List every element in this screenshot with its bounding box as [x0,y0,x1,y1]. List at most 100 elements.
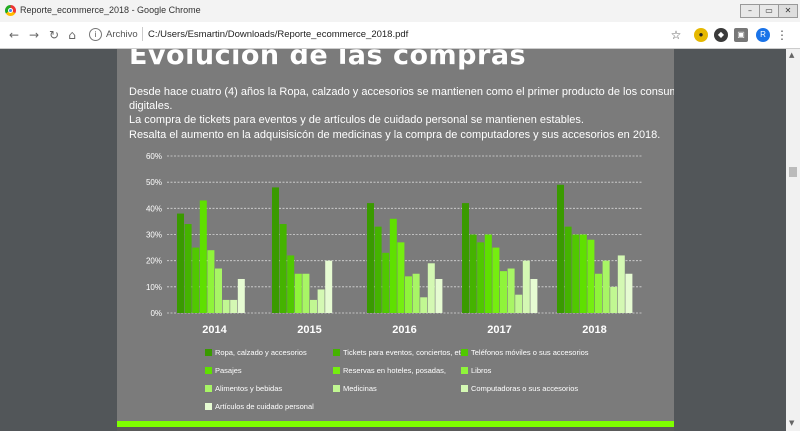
extension-icon[interactable]: ● [694,28,708,42]
y-tick-label: 20% [146,257,162,266]
bar [420,297,428,313]
bar [492,247,500,313]
paragraph-line: La compra de tickets para eventos y de a… [129,114,584,126]
legend-item: Medicinas [333,384,377,393]
scroll-up-icon[interactable]: ▲ [789,51,795,59]
close-button[interactable]: ✕ [778,4,798,18]
bar [587,239,595,313]
bar [572,234,580,313]
legend-item: Tickets para eventos, conciertos, etc. [333,348,467,357]
browser-toolbar: ← → ↻ ⌂ i Archivo C:/Users/Esmartin/Down… [0,22,800,49]
bar [435,278,443,313]
page-accent-strip [117,421,674,427]
legend-item: Computadoras o sus accesorios [461,384,578,393]
legend-label: Teléfonos móviles o sus accesorios [471,348,589,357]
legend-label: Tickets para eventos, conciertos, etc. [343,348,467,357]
legend-swatch [205,367,212,374]
forward-arrow-icon[interactable]: → [28,28,40,42]
bar [325,260,333,313]
legend-item: Ropa, calzado y accesorios [205,348,307,357]
address-bar-label: Archivo [106,29,138,40]
bar [184,224,192,313]
address-bar[interactable]: i Archivo C:/Users/Esmartin/Downloads/Re… [86,26,686,44]
vertical-scrollbar[interactable]: ▲ ▼ [786,49,800,431]
legend-swatch [333,385,340,392]
legend-swatch [333,349,340,356]
bar [367,203,374,313]
menu-kebab-icon[interactable]: ⋮ [776,28,788,42]
bar [177,213,184,313]
legend-swatch [461,367,468,374]
legend-swatch [205,403,212,410]
bar [199,200,207,313]
bar [207,250,215,313]
back-arrow-icon[interactable]: ← [8,28,20,42]
legend-swatch [461,385,468,392]
y-tick-label: 50% [146,178,162,187]
legend-label: Ropa, calzado y accesorios [215,348,307,357]
legend-swatch [333,367,340,374]
bar [625,273,633,313]
legend-item: Alimentos y bebidas [205,384,282,393]
bar [462,203,469,313]
legend-label: Alimentos y bebidas [215,384,283,393]
bar [469,234,477,313]
chrome-logo-icon [5,5,16,16]
legend-item: Pasajes [205,366,242,375]
legend-label: Computadoras o sus accesorios [471,384,579,393]
title-bar: Reporte_ecommerce_2018 - Google Chrome –… [0,0,800,22]
bar [294,273,302,313]
extension-icon[interactable]: ◆ [714,28,728,42]
bar [192,247,200,313]
x-tick-label: 2018 [582,324,606,336]
bar [500,271,507,313]
x-tick-label: 2015 [297,324,321,336]
bar [397,242,405,313]
bar [222,299,230,313]
y-tick-label: 40% [146,204,162,213]
reload-icon[interactable]: ↻ [48,28,60,42]
bookmark-star-icon[interactable]: ☆ [670,28,682,42]
legend-label: Reservas en hoteles, posadas, [343,366,446,375]
pdf-page: Evolución de las compras Desde hace cuat… [117,49,674,431]
scrollbar-thumb[interactable] [789,167,797,177]
x-tick-label: 2017 [487,324,511,336]
next-page-edge [117,427,674,431]
bar [610,286,618,313]
paragraph-line: Resalta el aumento en la adquisisicón de… [129,129,661,141]
bar [230,299,238,313]
legend-label: Pasajes [215,366,242,375]
y-tick-label: 30% [146,231,162,240]
address-divider [142,27,143,41]
legend-swatch [205,385,212,392]
legend-item: Artículos de cuidado personal [205,402,314,411]
minimize-button[interactable]: – [740,4,760,18]
profile-avatar[interactable]: R [756,28,770,42]
url-text: C:/Users/Esmartin/Downloads/Reporte_ecom… [148,29,409,40]
scroll-down-icon[interactable]: ▼ [789,419,795,427]
bar [215,268,222,313]
bar [484,234,492,313]
bar [530,278,538,313]
extension-icon[interactable]: ▣ [734,28,748,42]
legend-swatch [205,349,212,356]
bar [564,226,572,313]
bar [515,294,523,313]
bar [382,252,390,313]
info-icon[interactable]: i [89,28,102,41]
bar [427,263,435,313]
x-tick-label: 2014 [202,324,227,336]
bar [477,242,485,313]
y-tick-label: 10% [146,283,162,292]
legend-item: Teléfonos móviles o sus accesorios [461,348,589,357]
home-icon[interactable]: ⌂ [68,28,76,42]
bar [405,276,412,313]
legend-label: Libros [471,366,492,375]
bar [287,255,295,313]
bar [617,255,625,313]
window-title: Reporte_ecommerce_2018 - Google Chrome [20,5,201,15]
maximize-button[interactable]: ▭ [759,4,779,18]
legend-item: Libros [461,366,491,375]
legend-label: Artículos de cuidado personal [215,402,314,411]
